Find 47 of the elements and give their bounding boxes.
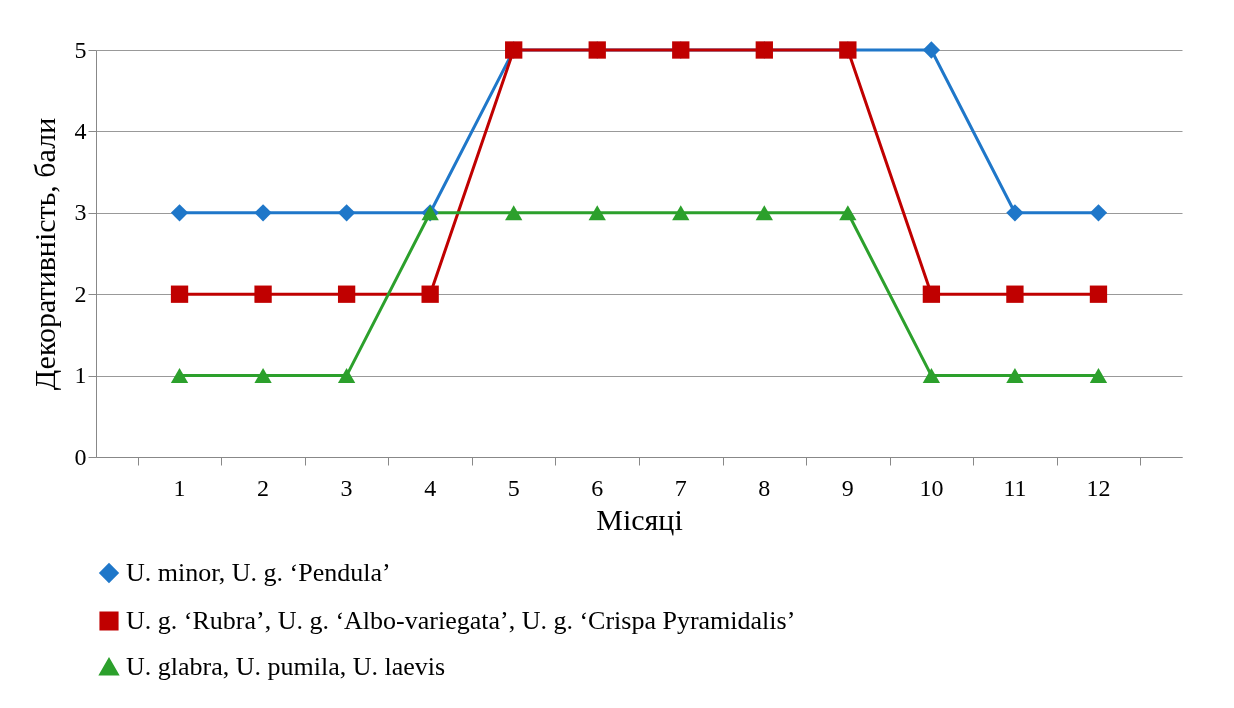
point: [337, 285, 356, 303]
point: [922, 368, 941, 384]
point: [1089, 204, 1108, 222]
point: [922, 285, 941, 303]
y-tick-label: 2: [74, 280, 87, 307]
point: [421, 285, 439, 303]
point: [337, 204, 356, 222]
point: [254, 285, 272, 303]
point: [1006, 285, 1024, 303]
point: [170, 204, 189, 222]
x-tick-label: 7: [674, 475, 687, 501]
x-tick-label: 8: [758, 475, 771, 501]
x-tick-label: 12: [1086, 475, 1111, 501]
x-tick-label: 5: [507, 475, 520, 501]
point: [839, 205, 857, 221]
legend-label: U. minor, U. g. ‘Pendula’: [126, 558, 391, 587]
point: [672, 205, 690, 221]
point: [170, 285, 189, 303]
point: [922, 41, 941, 59]
x-tick-label: 6: [591, 475, 604, 501]
point: [337, 368, 356, 384]
x-tick-label: 4: [424, 475, 437, 501]
point: [1089, 285, 1108, 303]
point: [254, 368, 272, 384]
x-tick-label: 2: [257, 475, 270, 501]
legend-label: U. glabra, U. pumila, U. laevis: [126, 652, 446, 681]
y-tick-label: 1: [74, 362, 87, 389]
x-axis-title: Місяці: [596, 503, 683, 536]
point: [755, 205, 773, 221]
y-tick-label: 4: [74, 117, 87, 144]
x-tick-label: 10: [919, 475, 944, 501]
point: [170, 368, 189, 384]
x-tick-label: 1: [173, 475, 186, 501]
y-tick-label: 3: [74, 199, 87, 226]
point: [1006, 204, 1024, 222]
point: [1006, 368, 1024, 384]
y-tick-label: 5: [74, 36, 87, 63]
x-tick-label: 3: [340, 475, 353, 501]
x-tick-label: 9: [841, 475, 854, 501]
y-axis-title: Декоративність, бали: [27, 117, 61, 391]
y-tick-label: 0: [74, 443, 87, 470]
point: [1089, 368, 1108, 384]
point: [505, 205, 523, 221]
x-tick-label: 11: [1003, 475, 1027, 501]
legend-label: U. g. ‘Rubra’, U. g. ‘Albo-variegata’, U. g. ‘Crispa Pyramidalis’: [126, 606, 796, 635]
point: [254, 204, 272, 222]
point: [588, 205, 606, 221]
